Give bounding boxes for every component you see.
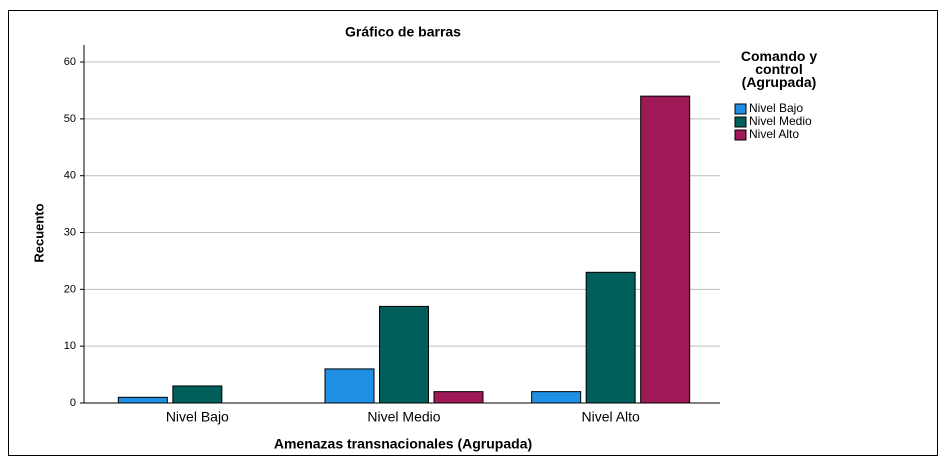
x-tick-label: Nivel Alto [581,409,640,425]
legend-label: Nivel Alto [749,127,799,141]
y-axis-label: Recuento [31,203,46,262]
bar [379,305,429,404]
y-tick-label: 40 [64,170,76,182]
y-tick-label: 30 [64,226,76,238]
y-tick-label: 50 [64,113,76,125]
legend-swatch [734,103,747,115]
x-tick-label: Nivel Bajo [166,409,229,425]
chart-title: Gráfico de barras [345,24,461,40]
bar [640,95,691,404]
bar [531,391,582,404]
legend-title: Comando y control (Agrupada) [740,48,818,90]
legend-label: Nivel Medio [749,114,812,128]
x-tick-label: Nivel Medio [367,409,440,425]
bar [433,391,484,404]
legend-swatch [734,129,747,141]
bar [117,396,168,404]
y-tick-label: 0 [70,397,76,409]
legend-label: Nivel Bajo [749,101,803,115]
bar [172,385,223,404]
y-tick-label: 60 [64,56,76,68]
legend-swatch [734,116,747,128]
y-tick-label: 20 [64,283,76,295]
y-tick-label: 10 [64,340,76,352]
bar [585,271,636,404]
bar [324,368,375,404]
x-axis-label: Amenazas transnacionales (Agrupada) [274,436,532,452]
